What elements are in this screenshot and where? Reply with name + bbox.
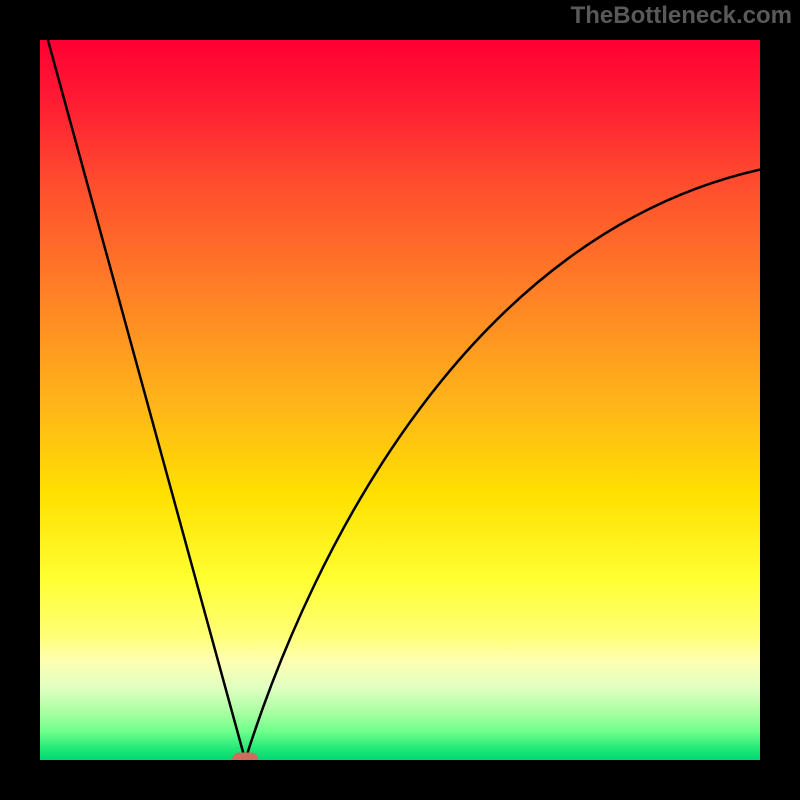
plot-background (40, 40, 760, 760)
bottleneck-chart: TheBottleneck.com (0, 0, 800, 800)
watermark-text: TheBottleneck.com (571, 2, 792, 29)
